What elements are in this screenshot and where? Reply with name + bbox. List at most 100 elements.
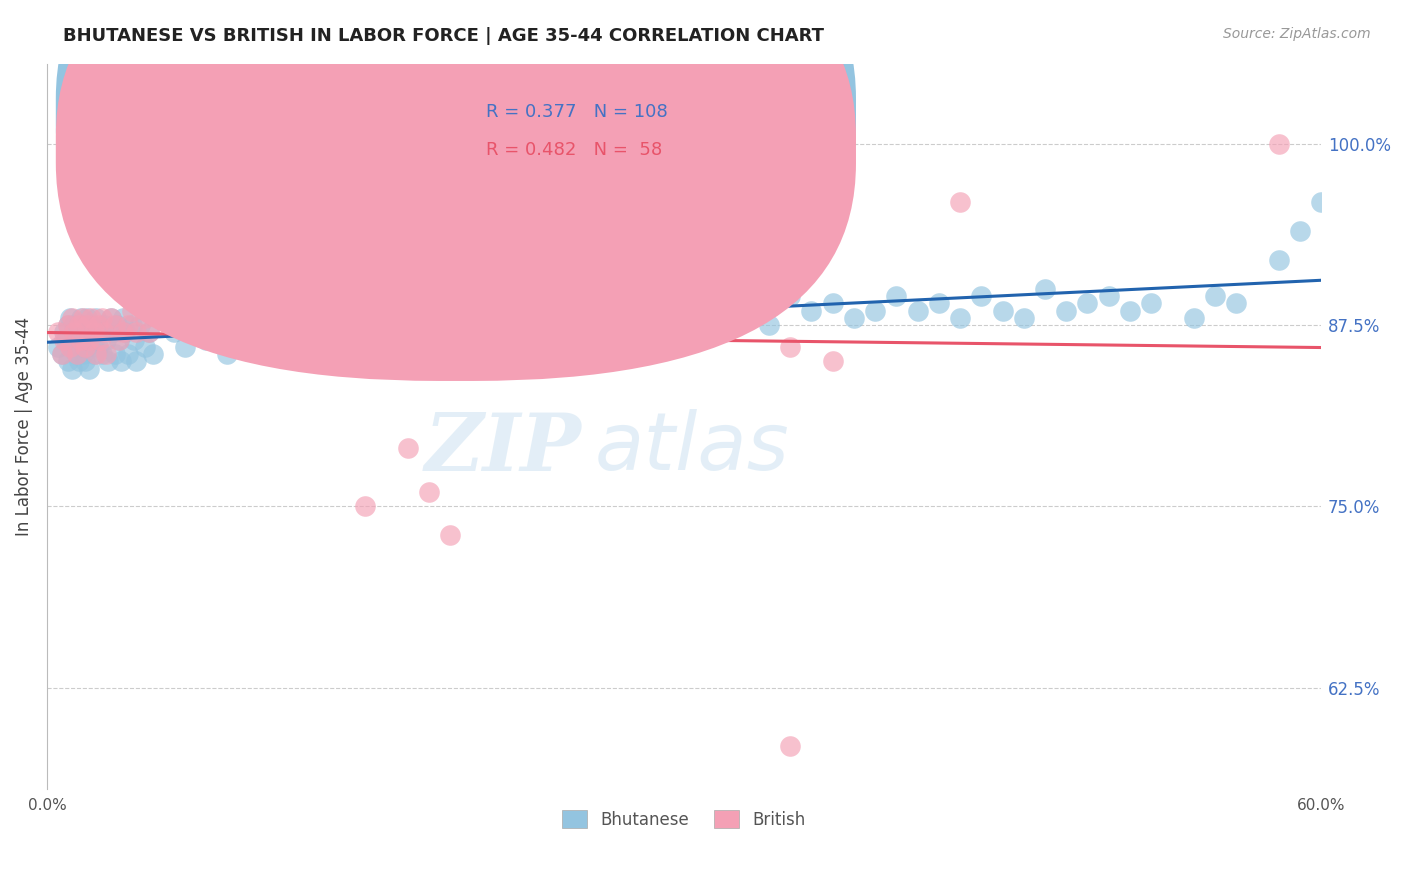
Point <box>949 194 972 209</box>
Point <box>460 296 482 310</box>
Point <box>163 326 186 340</box>
Point <box>567 303 589 318</box>
Point <box>93 326 115 340</box>
Point <box>312 303 335 318</box>
Point <box>821 354 844 368</box>
Point <box>205 282 228 296</box>
Point <box>195 333 218 347</box>
Point <box>114 326 136 340</box>
Point <box>524 310 547 325</box>
Point <box>1033 282 1056 296</box>
Point <box>821 296 844 310</box>
Point <box>79 361 101 376</box>
Point <box>863 303 886 318</box>
Point <box>291 260 314 274</box>
Point <box>72 347 94 361</box>
Text: ZIP: ZIP <box>425 409 582 487</box>
Point <box>630 296 652 310</box>
Point <box>1012 310 1035 325</box>
Point <box>482 354 505 368</box>
Point <box>121 318 143 332</box>
Point <box>75 354 97 368</box>
Point <box>333 326 356 340</box>
Text: BHUTANESE VS BRITISH IN LABOR FORCE | AGE 35-44 CORRELATION CHART: BHUTANESE VS BRITISH IN LABOR FORCE | AG… <box>63 27 824 45</box>
Point <box>546 268 568 282</box>
Point <box>1267 252 1289 267</box>
Point <box>125 326 148 340</box>
Point <box>439 326 461 340</box>
Point <box>105 318 128 332</box>
Point <box>800 303 823 318</box>
Point <box>89 333 111 347</box>
Point <box>125 354 148 368</box>
Point <box>1140 296 1163 310</box>
Point <box>65 347 87 361</box>
Point <box>117 318 139 332</box>
Point <box>779 289 801 303</box>
Point <box>76 318 98 332</box>
Point <box>460 310 482 325</box>
Point <box>108 333 131 347</box>
Point <box>96 333 118 347</box>
Point <box>70 340 93 354</box>
Point <box>312 275 335 289</box>
Point <box>63 326 86 340</box>
Point <box>672 303 695 318</box>
Point <box>184 289 207 303</box>
Point <box>67 326 90 340</box>
Point <box>163 303 186 318</box>
Point <box>949 310 972 325</box>
Point <box>87 340 110 354</box>
Point <box>87 318 110 332</box>
Point <box>112 326 135 340</box>
Point <box>205 318 228 332</box>
Point <box>80 318 103 332</box>
Point <box>588 296 610 310</box>
Point <box>247 252 270 267</box>
Point <box>152 310 174 325</box>
Point <box>83 326 105 340</box>
Point <box>60 340 83 354</box>
Point <box>217 347 239 361</box>
Point <box>67 354 90 368</box>
Point <box>375 296 398 310</box>
Point <box>1225 296 1247 310</box>
Point <box>354 500 377 514</box>
Point <box>84 310 107 325</box>
Point <box>716 310 738 325</box>
Point <box>93 318 115 332</box>
Point <box>129 318 152 332</box>
Point <box>60 361 83 376</box>
Point <box>134 310 156 325</box>
Point <box>439 528 461 542</box>
Text: Source: ZipAtlas.com: Source: ZipAtlas.com <box>1223 27 1371 41</box>
Point <box>46 326 69 340</box>
Point <box>55 333 77 347</box>
Point <box>63 318 86 332</box>
Point <box>1182 310 1205 325</box>
Point <box>56 318 79 332</box>
FancyBboxPatch shape <box>412 80 745 182</box>
Point <box>291 318 314 332</box>
Point <box>195 303 218 318</box>
Point <box>1267 136 1289 151</box>
Point <box>269 326 291 340</box>
FancyBboxPatch shape <box>56 0 856 381</box>
Point <box>609 310 631 325</box>
Y-axis label: In Labor Force | Age 35-44: In Labor Force | Age 35-44 <box>15 317 32 536</box>
Point <box>184 310 207 325</box>
Point <box>129 296 152 310</box>
Point <box>56 354 79 368</box>
Point <box>76 310 98 325</box>
Point <box>269 268 291 282</box>
Point <box>418 484 440 499</box>
Text: R = 0.482   N =  58: R = 0.482 N = 58 <box>486 141 662 159</box>
Point <box>226 289 249 303</box>
Point <box>91 310 114 325</box>
Point <box>354 310 377 325</box>
Point <box>51 347 73 361</box>
Point <box>779 739 801 753</box>
Point <box>991 303 1014 318</box>
Point <box>112 310 135 325</box>
Point <box>238 318 260 332</box>
